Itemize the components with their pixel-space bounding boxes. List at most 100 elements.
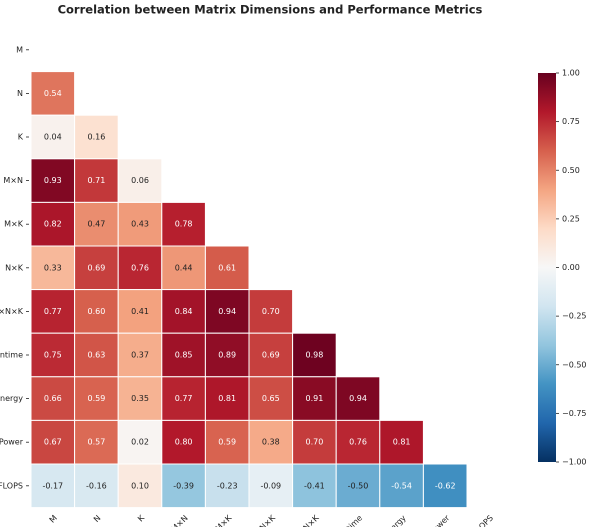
- cell-label: 0.41: [131, 307, 149, 316]
- heatmap-cell: [30, 376, 76, 421]
- x-tick-label: M×N×K: [292, 513, 321, 527]
- heatmap-cell: [117, 463, 163, 509]
- heatmap-cell: [335, 376, 381, 421]
- heatmap-cell: [292, 376, 337, 421]
- heatmap-cell: [117, 419, 163, 465]
- cell-label: 0.47: [87, 220, 105, 229]
- cell-label: 0.59: [87, 394, 105, 403]
- cell-label: 0.10: [131, 481, 149, 490]
- cell-label: 0.61: [218, 263, 236, 272]
- y-tick-label: M×N×K: [0, 307, 24, 316]
- heatmap-cell: [161, 201, 206, 247]
- heatmap-cell: [117, 158, 163, 203]
- heatmap-cell: [379, 419, 424, 465]
- heatmap-cell: [30, 114, 76, 160]
- cell-label: 0.02: [131, 438, 149, 447]
- colorbar-tick-label: 0.00: [562, 263, 580, 272]
- cell-label: 0.43: [131, 220, 149, 229]
- cell-label: -0.17: [42, 481, 63, 490]
- cell-label: 0.59: [218, 438, 236, 447]
- cell-label: 0.75: [44, 351, 62, 360]
- cell-label: -0.62: [435, 481, 456, 490]
- cell-label: 0.76: [131, 263, 149, 272]
- cell-label: 0.77: [44, 307, 62, 316]
- colorbar-tick-label: −0.50: [562, 360, 587, 369]
- heatmap-cell: [248, 463, 294, 509]
- cell-label: 0.60: [87, 307, 105, 316]
- cell-label: 0.70: [305, 438, 323, 447]
- cell-label: 0.78: [175, 220, 193, 229]
- x-tick-label: Energy: [382, 513, 408, 527]
- y-tick-label: N: [17, 89, 23, 98]
- y-tick-label: M: [16, 45, 23, 54]
- cell-label: 0.80: [175, 438, 193, 447]
- heatmap-cell: [30, 419, 76, 465]
- heatmap-cell: [292, 332, 337, 378]
- cell-label: 0.84: [175, 307, 193, 316]
- heatmap-cell: [335, 419, 381, 465]
- cell-label: -0.54: [391, 481, 412, 490]
- cell-label: 0.76: [349, 438, 367, 447]
- x-tick-label: N: [92, 513, 103, 524]
- heatmap-cell: [30, 289, 76, 334]
- cell-label: 0.94: [218, 307, 236, 316]
- y-tick-label: Power: [0, 438, 24, 447]
- heatmap-cell: [292, 463, 337, 509]
- heatmap-cell: [30, 71, 76, 116]
- y-tick-label: M×K: [4, 220, 24, 229]
- cell-label: 0.69: [262, 351, 280, 360]
- cell-label: 0.69: [87, 263, 105, 272]
- cell-label: -0.16: [86, 481, 107, 490]
- cell-label: 0.77: [175, 394, 193, 403]
- cell-label: 0.81: [218, 394, 236, 403]
- cell-label: 0.54: [44, 89, 62, 98]
- heatmap-cell: [30, 463, 76, 509]
- cell-label: 0.94: [349, 394, 367, 403]
- chart-title: Correlation between Matrix Dimensions an…: [58, 3, 483, 17]
- heatmap-cell: [74, 463, 119, 509]
- cell-label: 0.33: [44, 263, 62, 272]
- heatmap-cell: [117, 332, 163, 378]
- heatmap-cell: [30, 201, 76, 247]
- cell-label: 0.81: [393, 438, 411, 447]
- cell-label: -0.09: [260, 481, 281, 490]
- heatmap-cell: [204, 463, 250, 509]
- cell-label: 0.66: [44, 394, 62, 403]
- cell-label: 0.89: [218, 351, 236, 360]
- y-tick-label: M×N: [3, 176, 23, 185]
- cell-label: -0.41: [304, 481, 325, 490]
- cell-label: -0.50: [348, 481, 369, 490]
- colorbar-tick-label: −0.25: [562, 312, 587, 321]
- heatmap-cell: [204, 289, 250, 334]
- x-tick-label: N×K: [258, 513, 278, 527]
- heatmap-cell: [74, 245, 119, 291]
- heatmap-cell: [379, 463, 424, 509]
- cell-label: 0.91: [305, 394, 323, 403]
- cell-label: 0.04: [44, 133, 62, 142]
- y-tick-label: GFLOPS: [0, 481, 23, 490]
- y-tick-label: Energy: [0, 394, 23, 403]
- cell-label: -0.23: [217, 481, 238, 490]
- cell-label: 0.98: [305, 351, 323, 360]
- heatmap-cell: [117, 245, 163, 291]
- colorbar: [538, 73, 556, 462]
- cell-label: 0.38: [262, 438, 280, 447]
- heatmap-cell: [335, 463, 381, 509]
- heatmap-cell: [74, 114, 119, 160]
- heatmap-cell: [292, 419, 337, 465]
- cell-label: 0.16: [87, 133, 105, 142]
- x-tick-label: K: [136, 513, 147, 524]
- y-tick-label: N×K: [5, 263, 24, 272]
- cell-label: -0.39: [173, 481, 194, 490]
- heatmap-cell: [30, 332, 76, 378]
- heatmap-cell: [74, 332, 119, 378]
- cell-label: 0.67: [44, 438, 62, 447]
- cell-label: 0.35: [131, 394, 149, 403]
- heatmap-cell: [248, 419, 294, 465]
- cell-label: 0.06: [131, 176, 149, 185]
- cell-label: 0.65: [262, 394, 280, 403]
- colorbar-tick-label: −1.00: [562, 458, 587, 467]
- x-tick-label: M×K: [214, 513, 234, 527]
- heatmap-cell: [248, 289, 294, 334]
- x-tick-label: GFLOPS: [467, 513, 495, 527]
